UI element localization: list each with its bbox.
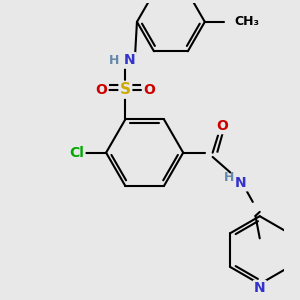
Text: CH₃: CH₃ [234,15,259,28]
Text: Cl: Cl [69,146,84,160]
Text: H: H [224,171,234,184]
Text: N: N [235,176,247,190]
Text: N: N [124,53,136,68]
Text: O: O [216,119,228,133]
Text: H: H [108,54,119,67]
Text: O: O [143,83,155,97]
Text: O: O [95,83,107,97]
Text: S: S [120,82,131,97]
Text: N: N [254,281,266,295]
